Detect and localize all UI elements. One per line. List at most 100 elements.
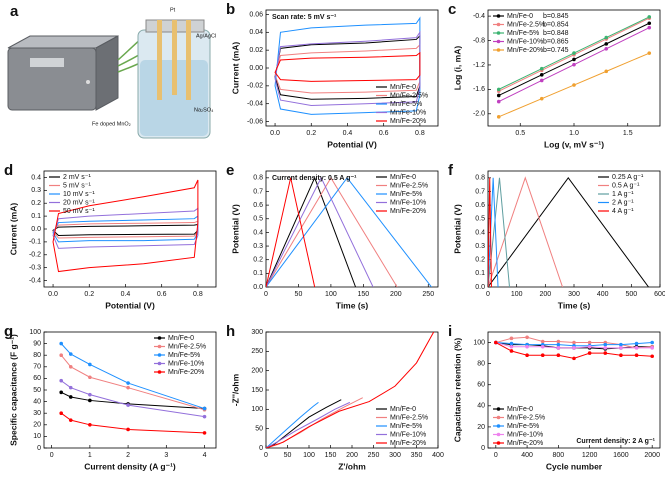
plot-area <box>266 332 435 448</box>
y-tick-label: -0.02 <box>247 83 263 90</box>
x-tick-label: 100 <box>511 291 523 298</box>
display <box>30 58 64 67</box>
y-tick-label: 100 <box>251 406 263 413</box>
legend-label: Mn/Fe-10% <box>507 431 543 438</box>
x-tick-label: 150 <box>358 291 370 298</box>
legend-label: 4 A g⁻¹ <box>612 208 634 215</box>
marker <box>603 351 608 355</box>
legend-label: Mn/Fe-10% <box>390 109 426 116</box>
y-tick-label: 0.2 <box>253 257 263 264</box>
led <box>86 80 90 84</box>
marker <box>525 353 529 358</box>
marker <box>539 66 544 71</box>
y-axis-label: Potential (V) <box>230 204 240 254</box>
label: Pt <box>170 7 176 13</box>
legend-label: 10 mV s⁻¹ <box>63 191 95 198</box>
legend-label: Mn/Fe-0 <box>390 84 416 91</box>
y-tick-label: 100 <box>473 339 485 346</box>
marker <box>88 392 92 397</box>
legend-label: 1 A g⁻¹ <box>612 191 634 198</box>
marker <box>68 352 73 356</box>
marker <box>496 115 501 119</box>
marker <box>619 346 623 350</box>
panel-letter: h <box>226 323 235 340</box>
plot-area <box>59 341 207 435</box>
x-tick-label: 800 <box>553 452 565 459</box>
x-axis-label: Z'/ohm <box>338 461 366 471</box>
legend-marker <box>496 48 501 52</box>
legend-label: 50 mV s⁻¹ <box>63 208 95 215</box>
marker <box>556 346 561 350</box>
y-tick-label: 70 <box>33 364 41 371</box>
marker <box>509 341 514 346</box>
y-axis-label: Current (mA) <box>8 203 18 256</box>
x-tick-label: 400 <box>521 452 533 459</box>
electrode <box>157 20 162 100</box>
marker <box>604 35 609 40</box>
marker <box>587 351 592 355</box>
x-tick-label: 400 <box>432 452 444 459</box>
panel: i 0 400 800 1200 1600 2000 0 20 40 60 80 100 Cycle nu… <box>448 323 661 471</box>
plot-frame <box>265 170 439 288</box>
y-tick-label: 60 <box>33 375 41 382</box>
x-axis-label: Cycle number <box>546 461 603 471</box>
marker <box>68 418 73 422</box>
x-axis-label: Potential (V) <box>327 139 377 149</box>
marker <box>540 353 545 358</box>
panel-letter: g <box>4 323 13 340</box>
legend-label: Mn/Fe-2.5% <box>507 21 545 28</box>
marker <box>572 57 576 62</box>
y-tick-label: 0.04 <box>249 29 263 36</box>
marker <box>59 390 63 395</box>
y-tick-label: 0.8 <box>253 175 263 182</box>
series-line <box>488 177 499 287</box>
y-tick-label: 0.1 <box>475 270 485 277</box>
y-tick-label: 0 <box>259 445 263 452</box>
x-tick-label: 50 <box>284 452 292 459</box>
legend-label: 0.25 A g⁻¹ <box>612 174 644 181</box>
y-tick-label: -0.04 <box>247 101 263 108</box>
legend-marker <box>157 370 162 374</box>
series-line <box>266 401 351 448</box>
legend-label: Mn/Fe-5% <box>168 352 200 359</box>
y-tick-label: -1.2 <box>473 62 485 69</box>
legend-label: Mn/Fe-2.5% <box>390 414 428 421</box>
y-tick-label: 0.0 <box>475 284 485 291</box>
x-tick-label: 1200 <box>582 452 598 459</box>
x-tick-label: 0 <box>486 291 490 298</box>
y-tick-label: 0.3 <box>253 243 263 250</box>
y-axis-label: Specific capacitance (F g⁻¹) <box>8 334 18 446</box>
x-tick-label: 0.6 <box>379 130 389 137</box>
y-tick-label: 0.4 <box>31 174 41 181</box>
plot-frame <box>487 331 661 449</box>
panel: b 0.0 0.2 0.4 0.6 0.8 -0.06 -0.04 -0.02 0.00 0.02 0… <box>226 1 439 149</box>
x-tick-label: 250 <box>368 452 380 459</box>
electrode <box>186 20 191 100</box>
y-tick-label: -0.4 <box>29 277 41 284</box>
x-tick-label: 350 <box>411 452 423 459</box>
marker <box>539 78 544 83</box>
marker <box>202 406 207 411</box>
y-tick-label: 0 <box>481 445 485 452</box>
marker <box>572 340 576 345</box>
marker <box>556 339 561 344</box>
plot-area <box>266 176 432 287</box>
legend-label: 0.5 A g⁻¹ <box>612 182 640 189</box>
marker <box>540 344 545 349</box>
y-tick-label: 200 <box>251 368 263 375</box>
panel-letter: e <box>226 162 234 179</box>
x-tick-label: 0.8 <box>415 130 425 137</box>
legend-label: Mn/Fe-5% <box>390 423 422 430</box>
x-tick-label: 2000 <box>644 452 660 459</box>
series-line <box>266 177 316 287</box>
y-tick-label: 0.7 <box>253 188 263 195</box>
y-tick-label: 40 <box>33 398 41 405</box>
marker <box>59 341 63 346</box>
legend-label: Mn/Fe-20% <box>390 118 426 125</box>
marker <box>539 96 544 101</box>
legend-marker <box>157 344 162 349</box>
marker <box>525 335 529 340</box>
y-tick-label: 20 <box>477 424 485 431</box>
